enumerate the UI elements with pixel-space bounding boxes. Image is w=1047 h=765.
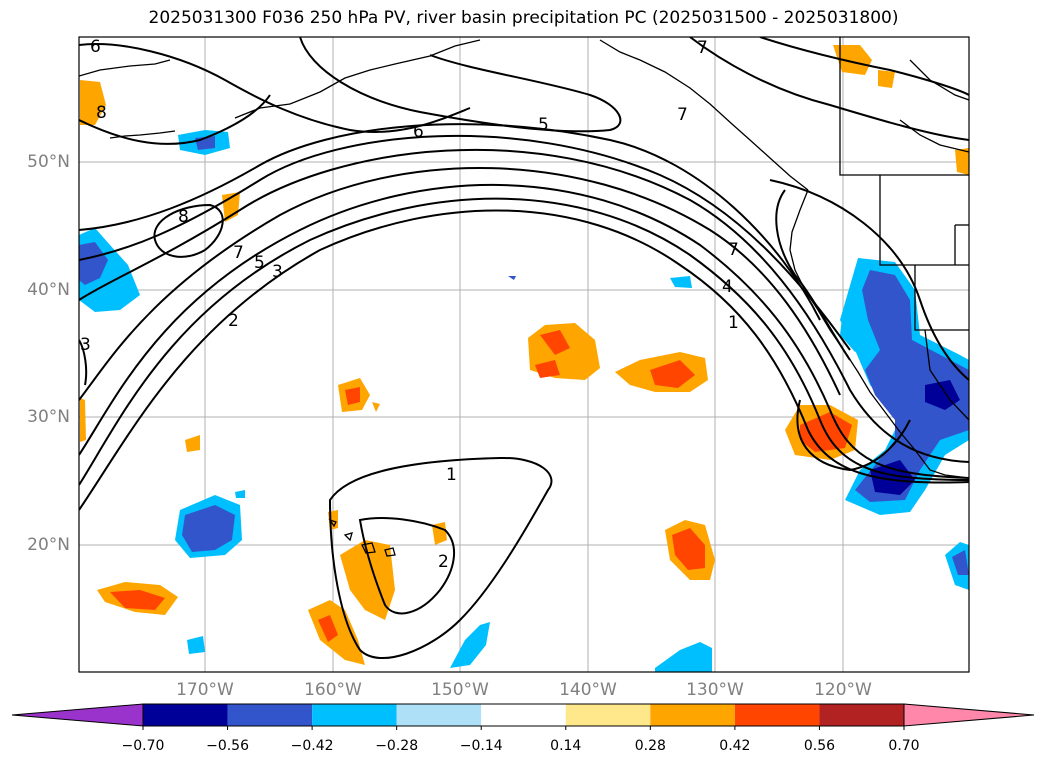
colorbar-segment bbox=[143, 704, 228, 726]
contour-label: 3 bbox=[80, 335, 91, 355]
colorbar-segment bbox=[227, 704, 313, 726]
contour-label: 2 bbox=[228, 311, 239, 331]
colorbar-segment bbox=[650, 704, 735, 726]
colorbar-segment bbox=[396, 704, 482, 726]
colorbar-segment bbox=[819, 704, 904, 726]
contour-label: 2 bbox=[438, 552, 449, 572]
colorbar-tick-label: −0.42 bbox=[290, 738, 334, 754]
pv-contours bbox=[79, 37, 969, 659]
colorbar-extend-high bbox=[903, 703, 1035, 727]
lat-label-50n: 50°N bbox=[27, 152, 70, 172]
colorbar-tick-label: 0.28 bbox=[634, 738, 666, 754]
colorbar-tick-label: 0.56 bbox=[803, 738, 836, 754]
lat-label-20n: 20°N bbox=[27, 535, 70, 555]
lon-label-150w: 150°W bbox=[431, 680, 489, 700]
contour-label: 7 bbox=[677, 105, 688, 125]
colorbar-segment bbox=[565, 704, 651, 726]
lon-label-130w: 130°W bbox=[686, 680, 744, 700]
contour-label: 7 bbox=[233, 243, 244, 263]
colorbar-tick-label: −0.70 bbox=[121, 738, 165, 754]
colorbar-tick-label: 0.14 bbox=[550, 738, 582, 754]
negative-precip-areas bbox=[79, 130, 969, 672]
colorbar-outline bbox=[142, 703, 905, 727]
lon-label-120w: 120°W bbox=[814, 680, 872, 700]
contour-label: 7 bbox=[697, 38, 708, 58]
contour-label: 3 bbox=[272, 262, 283, 282]
lon-label-140w: 140°W bbox=[559, 680, 617, 700]
colorbar-extend-low bbox=[11, 703, 144, 727]
contour-label: 5 bbox=[254, 253, 265, 273]
colorbar-tick-label: −0.14 bbox=[459, 738, 503, 754]
gridlines bbox=[79, 37, 969, 672]
contour-labels: 6 8 5 6 7 8 7 5 3 2 3 7 4 1 1 2 7 bbox=[80, 37, 739, 572]
contour-label: 5 bbox=[538, 115, 549, 135]
contour-label: 1 bbox=[446, 465, 457, 485]
lon-label-160w: 160°W bbox=[304, 680, 362, 700]
lat-label-40n: 40°N bbox=[27, 280, 70, 300]
map-title: 2025031300 F036 250 hPa PV, river basin … bbox=[148, 8, 899, 28]
contour-label: 1 bbox=[728, 313, 739, 333]
lon-label-170w: 170°W bbox=[176, 680, 234, 700]
map-panel: 6 8 5 6 7 8 7 5 3 2 3 7 4 1 1 2 7 bbox=[78, 36, 970, 673]
colorbar-tick-label: 0.70 bbox=[888, 738, 920, 754]
colorbar-tick-label: −0.56 bbox=[206, 738, 249, 754]
contour-label: 7 bbox=[728, 240, 739, 260]
contour-label: 6 bbox=[90, 37, 101, 57]
colorbar-segment bbox=[481, 704, 566, 726]
contour-label: 4 bbox=[722, 277, 733, 297]
contour-label: 8 bbox=[178, 207, 189, 227]
contour-label: 6 bbox=[413, 122, 424, 142]
colorbar-tick-label: −0.28 bbox=[375, 738, 419, 754]
contour-label: 8 bbox=[96, 103, 107, 123]
colorbar-segment bbox=[734, 704, 820, 726]
colorbar-segment bbox=[312, 704, 397, 726]
colorbar-tick-label: 0.42 bbox=[719, 738, 751, 754]
lat-label-30n: 30°N bbox=[27, 407, 70, 427]
